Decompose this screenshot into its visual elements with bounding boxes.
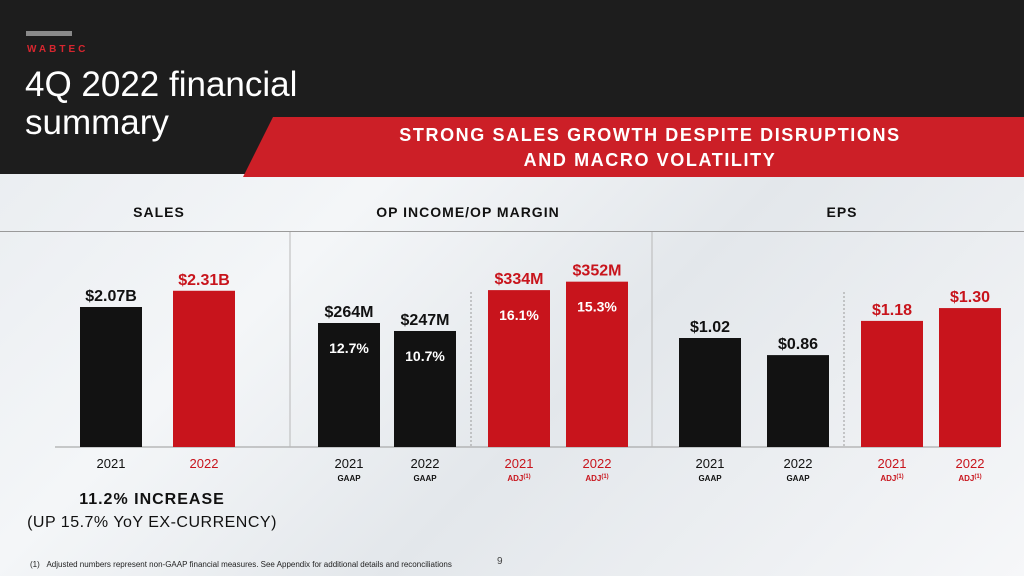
bar-value-label: $1.30 — [950, 289, 990, 306]
bar-value-label: $334M — [495, 271, 544, 288]
tick-label-sub: GAAP — [786, 474, 810, 483]
op-income-heading: OP INCOME/OP MARGIN — [376, 204, 560, 220]
tick-label-sub: ADJ(1) — [507, 474, 530, 483]
bar-value-label: $1.02 — [690, 319, 730, 336]
tick-label-sub: ADJ(1) — [958, 474, 981, 483]
accent-rule — [26, 31, 72, 36]
page-number: 9 — [497, 556, 503, 567]
bar-margin-label: 12.7% — [329, 340, 369, 356]
bar-2-1 — [767, 355, 829, 447]
bar-value-label: $264M — [325, 304, 374, 321]
tick-sub-text: GAAP — [786, 474, 810, 483]
tick-label-year: 2022 — [784, 456, 813, 471]
tick-label-year: 2022 — [190, 456, 219, 471]
footnote-text: Adjusted numbers represent non-GAAP fina… — [46, 560, 452, 569]
tick-label-year: 2022 — [411, 456, 440, 471]
footnote-marker: (1) — [30, 560, 40, 569]
tick-sub-footnote: (1) — [896, 474, 903, 480]
banner-line-1: STRONG SALES GROWTH DESPITE DISRUPTIONS — [399, 125, 901, 145]
tick-sub-text: ADJ — [958, 474, 974, 483]
bar-margin-label: 16.1% — [499, 307, 539, 323]
tick-label-sub: GAAP — [337, 474, 361, 483]
bar-value-label: $1.18 — [872, 302, 912, 319]
bar-1-1 — [394, 330, 456, 447]
bar-2-0 — [679, 338, 741, 447]
tick-sub-footnote: (1) — [601, 474, 608, 480]
tick-label-year: 2021 — [97, 456, 126, 471]
bar-value-label: $0.86 — [778, 336, 818, 353]
tick-sub-text: ADJ — [880, 474, 896, 483]
tick-label-year: 2021 — [505, 456, 534, 471]
sales-ex-currency-text: (UP 15.7% YoY EX-CURRENCY) — [27, 514, 277, 531]
brand-logo: WABTEC — [27, 44, 89, 55]
eps-heading: EPS — [826, 204, 858, 220]
divider-rule — [0, 231, 1024, 232]
bar-2-2 — [861, 320, 923, 447]
tick-label-year: 2022 — [956, 456, 985, 471]
bar-1-0 — [318, 323, 380, 447]
tick-label-sub: GAAP — [413, 474, 437, 483]
sales-increase-text: 11.2% INCREASE — [79, 491, 225, 508]
tick-label-year: 2021 — [335, 456, 364, 471]
tick-label-year: 2021 — [878, 456, 907, 471]
tick-label-sub: ADJ(1) — [880, 474, 903, 483]
bar-margin-label: 15.3% — [577, 299, 617, 315]
bar-value-label: $2.07B — [85, 288, 137, 305]
tick-sub-text: GAAP — [337, 474, 361, 483]
bar-value-label: $247M — [401, 312, 450, 329]
tick-sub-text: GAAP — [413, 474, 437, 483]
tick-sub-text: ADJ — [507, 474, 523, 483]
sales-heading: SALES — [133, 204, 185, 220]
tick-sub-text: ADJ — [585, 474, 601, 483]
bar-1-2 — [488, 290, 550, 447]
banner-text: STRONG SALES GROWTH DESPITE DISRUPTIONS … — [300, 123, 1000, 173]
bar-0-1 — [173, 290, 235, 447]
bar-0-0 — [80, 307, 142, 447]
tick-sub-text: GAAP — [698, 474, 722, 483]
page-title: 4Q 2022 financial summary — [25, 65, 298, 142]
bar-2-3 — [939, 308, 1001, 447]
tick-label-sub: ADJ(1) — [585, 474, 608, 483]
banner-line-2: AND MACRO VOLATILITY — [523, 150, 777, 170]
tick-label-year: 2022 — [583, 456, 612, 471]
banner — [243, 117, 1024, 177]
bar-value-label: $2.31B — [178, 272, 230, 289]
footnote: (1) Adjusted numbers represent non-GAAP … — [30, 560, 452, 569]
tick-sub-footnote: (1) — [974, 474, 981, 480]
tick-sub-footnote: (1) — [523, 474, 530, 480]
bar-margin-label: 10.7% — [405, 348, 445, 364]
tick-label-year: 2021 — [696, 456, 725, 471]
tick-label-sub: GAAP — [698, 474, 722, 483]
bar-1-3 — [566, 281, 628, 447]
bar-value-label: $352M — [573, 263, 622, 280]
